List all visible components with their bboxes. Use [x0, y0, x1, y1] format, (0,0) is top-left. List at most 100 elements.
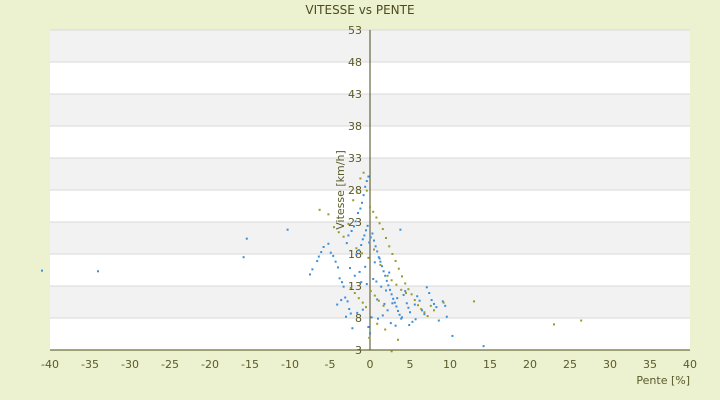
data-point: [426, 315, 429, 318]
data-point: [377, 299, 380, 302]
data-point: [309, 273, 311, 276]
data-point: [337, 266, 339, 269]
data-point: [383, 302, 386, 305]
data-point: [398, 313, 401, 316]
data-point: [332, 254, 335, 257]
data-point: [347, 234, 350, 237]
data-point: [379, 263, 382, 266]
data-point: [473, 300, 475, 303]
y-tick-label: 28: [348, 184, 362, 197]
data-point: [408, 324, 411, 327]
x-tick-label: 40: [683, 358, 697, 371]
data-point: [368, 241, 371, 244]
data-point: [395, 283, 398, 286]
data-point: [394, 260, 397, 263]
data-point: [445, 315, 448, 318]
x-tick-label: -35: [81, 358, 99, 371]
data-point: [359, 177, 362, 180]
data-point: [377, 317, 379, 320]
data-point: [373, 261, 376, 264]
data-point: [428, 292, 431, 295]
data-point: [397, 267, 400, 270]
data-point: [393, 301, 396, 304]
data-point: [367, 175, 370, 178]
data-point: [391, 253, 394, 255]
data-point: [376, 298, 379, 301]
x-tick-label: -40: [41, 358, 59, 371]
data-point: [353, 292, 356, 295]
data-point: [356, 191, 359, 194]
data-point: [413, 299, 416, 302]
data-point: [401, 275, 403, 278]
data-point: [362, 171, 365, 174]
data-point: [338, 277, 341, 280]
data-point: [381, 314, 384, 317]
data-point: [353, 274, 356, 277]
x-tick-label: 15: [483, 358, 497, 371]
y-tick-label: 18: [348, 248, 362, 261]
data-point: [372, 277, 375, 280]
x-tick-label: -5: [325, 358, 336, 371]
data-point: [366, 224, 369, 227]
data-point: [322, 245, 325, 248]
data-point: [444, 304, 447, 307]
data-point: [397, 309, 399, 312]
data-point: [374, 245, 377, 248]
data-point: [318, 208, 321, 211]
data-point: [401, 316, 403, 319]
data-point: [369, 290, 372, 293]
data-point: [404, 290, 407, 293]
y-tick-label: 23: [348, 216, 362, 229]
data-point: [414, 318, 417, 321]
data-point: [553, 323, 555, 326]
data-point: [357, 212, 359, 215]
data-point: [385, 289, 387, 292]
data-point: [355, 247, 358, 250]
x-axis-label: Pente [%]: [636, 374, 690, 387]
data-point: [425, 286, 428, 289]
data-points: [41, 171, 583, 353]
data-point: [311, 268, 314, 271]
x-tick-label: 10: [443, 358, 457, 371]
data-point: [420, 308, 423, 311]
data-point: [390, 293, 393, 296]
data-point: [416, 295, 419, 298]
data-point: [353, 225, 355, 228]
data-point: [355, 253, 358, 256]
data-point: [365, 229, 367, 232]
data-point: [286, 228, 289, 231]
data-point: [364, 185, 367, 188]
data-point: [373, 248, 375, 251]
data-point: [320, 251, 323, 254]
y-tick-label: 43: [348, 88, 362, 101]
data-point: [363, 234, 366, 237]
data-point: [365, 283, 368, 286]
data-point: [580, 319, 583, 322]
data-point: [372, 210, 375, 213]
data-point: [392, 297, 395, 300]
data-point: [317, 255, 320, 258]
x-tick-label: -25: [161, 358, 179, 371]
y-tick-label: 48: [348, 56, 362, 69]
data-point: [390, 350, 393, 353]
data-point: [367, 256, 370, 259]
data-point: [357, 249, 360, 252]
data-point: [390, 279, 393, 282]
data-point: [387, 284, 390, 287]
data-point: [367, 325, 370, 328]
x-tick-label: 20: [523, 358, 537, 371]
x-tick-label: 30: [603, 358, 617, 371]
data-point: [364, 265, 367, 268]
data-point: [369, 206, 371, 209]
data-point: [329, 251, 332, 254]
x-tick-label: 0: [367, 358, 374, 371]
data-point: [388, 245, 391, 248]
data-point: [400, 317, 403, 320]
y-tick-label: 8: [355, 312, 362, 325]
data-point: [423, 311, 426, 314]
data-point: [346, 300, 349, 303]
data-point: [349, 267, 351, 270]
data-point: [354, 220, 357, 223]
